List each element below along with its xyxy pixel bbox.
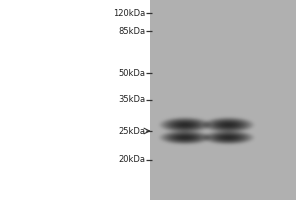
Text: 85kDa: 85kDa [118,26,146,36]
Text: 50kDa: 50kDa [118,68,146,77]
Text: 120kDa: 120kDa [113,8,146,18]
Text: 35kDa: 35kDa [118,96,146,104]
Bar [150,0,296,200]
Text: 20kDa: 20kDa [118,156,146,164]
Text: 25kDa: 25kDa [118,127,146,136]
